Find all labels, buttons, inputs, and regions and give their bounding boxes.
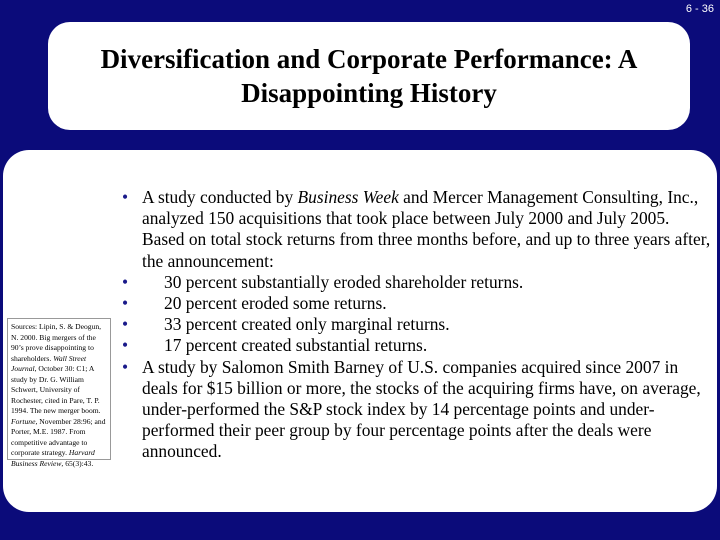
text-run: 17 percent created substantial returns. (164, 335, 428, 356)
text-run: Sources: Lipin, S. & Deogun, N. 2000. Bi… (11, 322, 102, 363)
bullet: A study conducted by Business Week and M… (120, 187, 716, 272)
content-box: Sources: Lipin, S. & Deogun, N. 2000. Bi… (3, 150, 717, 512)
text-run: Fortune (11, 416, 36, 426)
title-box: Diversification and Corporate Performanc… (48, 22, 690, 130)
text-run: A study conducted by (142, 187, 298, 207)
sources: Sources: Lipin, S. & Deogun, N. 2000. Bi… (7, 318, 111, 468)
text-run: A study by Salomon Smith Barney of U.S. … (142, 356, 701, 462)
sub-bullet: 33 percent created only marginal returns… (120, 314, 716, 335)
sub-bullet: 30 percent substantially eroded sharehol… (120, 272, 716, 293)
sub-bullet: 17 percent created substantial returns. (120, 335, 716, 356)
text-run: 33 percent created only marginal returns… (164, 314, 450, 335)
sub-bullet: 20 percent eroded some returns. (120, 293, 716, 314)
text-run: 20 percent eroded some returns. (164, 293, 387, 314)
text-run: , October 30: C1; A study by Dr. G. Will… (11, 364, 101, 415)
text-run: Wall Street Journal (11, 353, 87, 374)
text-run: 30 percent substantially eroded sharehol… (164, 271, 524, 292)
bullet-list: A study conducted by Business Week and M… (120, 187, 716, 463)
text-run: Harvard Business Review (11, 448, 95, 468)
text-run: Business Week (297, 187, 399, 207)
text-run: and Mercer Management Consulting, Inc., … (142, 187, 711, 271)
bullet: A study by Salomon Smith Barney of U.S. … (120, 357, 716, 463)
text-run: , November 28:96; and Porter, M.E. 1987.… (11, 416, 106, 458)
text-run: , 65(3):43. (61, 458, 94, 468)
title: Diversification and Corporate Performanc… (100, 44, 638, 108)
slide-number: 6 - 36 (685, 3, 714, 15)
